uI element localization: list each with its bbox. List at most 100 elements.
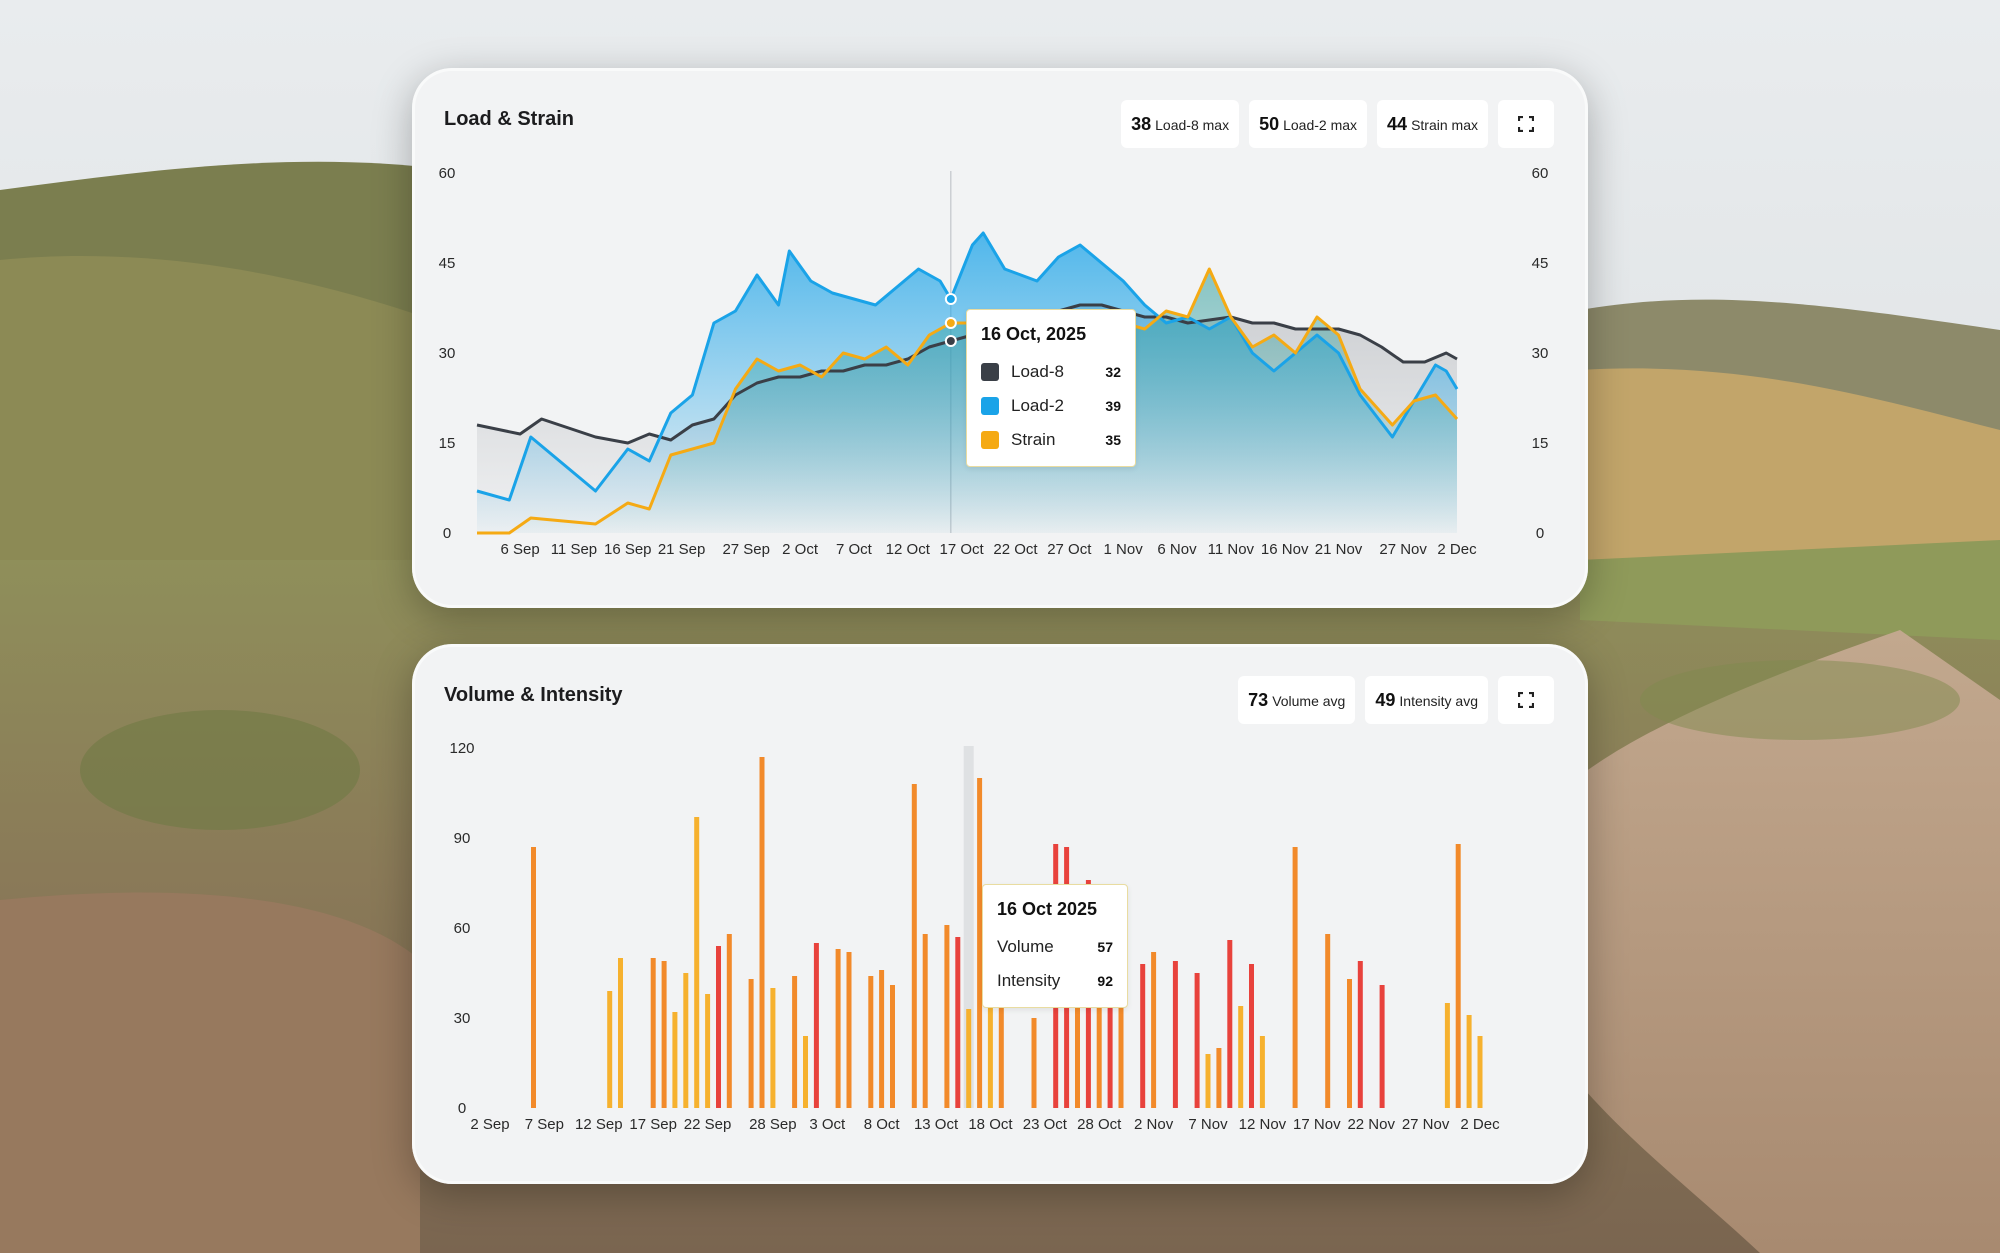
x-tick-label: 1 Nov: [1104, 541, 1144, 558]
bar: [922, 934, 928, 1108]
legend-swatch: [981, 397, 999, 415]
bar: [1096, 940, 1102, 1108]
bar: [770, 988, 776, 1108]
bar: [1172, 961, 1178, 1108]
load-strain-panel: Load & Strain 38 Load-8 max 50 Load-2 ma…: [412, 68, 1588, 608]
stat-intensity-avg: 49 Intensity avg: [1365, 676, 1488, 724]
y-tick-label: 90: [454, 830, 471, 847]
x-tick-label: 23 Oct: [1023, 1116, 1068, 1133]
tooltip-row-intensity: Intensity 92: [997, 964, 1113, 998]
bar: [1151, 952, 1157, 1108]
expand-button[interactable]: [1498, 676, 1554, 724]
hover-dot-load-2: [944, 293, 957, 305]
bar: [683, 973, 689, 1108]
tooltip-series-name: Load-8: [1011, 362, 1064, 381]
x-tick-label: 8 Oct: [864, 1116, 901, 1133]
x-tick-label: 27 Oct: [1047, 541, 1092, 558]
stat-load2-max: 50 Load-2 max: [1249, 100, 1368, 148]
bar: [1249, 964, 1254, 1108]
bar: [1194, 973, 1200, 1108]
y-tick-label-left: 45: [439, 255, 456, 272]
y-tick-label-right: 45: [1532, 255, 1549, 272]
bar: [759, 757, 765, 1108]
volume-intensity-chart: 0 30 60 90 120 2 Sep 7 Sep 12 Sep 17 Sep 22 Sep 28…: [449, 740, 1500, 1133]
stats-bar: 38 Load-8 max 50 Load-2 max 44 Strain ma…: [1121, 100, 1554, 148]
bar: [607, 991, 613, 1108]
stat-value: 44: [1387, 114, 1408, 134]
bar: [835, 949, 841, 1108]
y-tick-label-right: 15: [1532, 435, 1549, 452]
bar: [1205, 1054, 1211, 1108]
stat-load8-max: 38 Load-8 max: [1121, 100, 1240, 148]
x-tick-label: 17 Sep: [629, 1116, 677, 1133]
stat-label: Intensity avg: [1399, 693, 1478, 709]
bar: [792, 976, 798, 1108]
bar: [944, 925, 950, 1108]
x-tick-label: 17 Oct: [940, 541, 985, 558]
tooltip-row-strain: Strain 35: [981, 423, 1121, 457]
tooltip-series-name: Load-2: [1011, 396, 1064, 415]
tooltip-series-value: 57: [1097, 939, 1113, 955]
bar: [748, 979, 754, 1108]
stat-value: 38: [1131, 114, 1152, 134]
bar: [1031, 1018, 1037, 1108]
bar: [1466, 1015, 1472, 1108]
x-tick-label: 12 Nov: [1239, 1116, 1287, 1133]
x-tick-label: 22 Oct: [993, 541, 1038, 558]
y-tick-label: 30: [454, 1010, 471, 1027]
bar: [1227, 940, 1233, 1108]
bar: [705, 994, 711, 1108]
x-tick-label: 21 Sep: [658, 541, 706, 558]
stat-value: 50: [1259, 114, 1280, 134]
x-tick-label: 28 Oct: [1077, 1116, 1122, 1133]
bar: [1216, 1048, 1222, 1108]
bar: [694, 817, 700, 1108]
bar: [998, 1000, 1004, 1108]
bar: [879, 970, 885, 1108]
x-tick-label: 7 Oct: [836, 541, 873, 558]
bar: [977, 778, 983, 1108]
legend-swatch: [981, 431, 999, 449]
x-tick-label: 6 Nov: [1157, 541, 1197, 558]
bar: [966, 1009, 972, 1108]
tooltip-series-value: 92: [1097, 973, 1113, 989]
y-tick-label-right: 0: [1536, 525, 1544, 542]
bar: [661, 961, 667, 1108]
bar: [1238, 1006, 1244, 1108]
x-tick-label: 13 Oct: [914, 1116, 959, 1133]
tooltip-row-volume: Volume 57: [997, 930, 1113, 964]
bar: [1347, 979, 1352, 1108]
x-tick-label: 2 Nov: [1134, 1116, 1174, 1133]
line-load-2: [476, 231, 1459, 502]
hover-band: [963, 746, 974, 1108]
stat-label: Volume avg: [1272, 693, 1346, 709]
bar: [1107, 958, 1113, 1108]
x-tick-label: 12 Oct: [886, 541, 931, 558]
chart-tooltip: 16 Oct 2025 Volume 57 Intensity 92: [982, 884, 1128, 1008]
y-tick-label: 0: [458, 1100, 466, 1117]
expand-button[interactable]: [1498, 100, 1554, 148]
x-tick-label: 11 Nov: [1208, 541, 1255, 558]
tooltip-date: 16 Oct, 2025: [981, 324, 1087, 344]
bar: [1140, 964, 1146, 1108]
expand-icon: [1518, 116, 1534, 132]
bar: [716, 946, 721, 1108]
y-tick-label: 120: [449, 740, 474, 757]
y-tick-label-left: 15: [439, 435, 456, 452]
bar: [955, 937, 961, 1108]
y-tick-label-left: 30: [439, 345, 456, 362]
bar: [1477, 1036, 1483, 1108]
expand-icon: [1518, 692, 1534, 708]
x-tick-label: 6 Sep: [500, 541, 539, 558]
bar: [813, 943, 819, 1108]
stat-value: 49: [1375, 690, 1396, 710]
tooltip-series-value: 35: [1105, 432, 1121, 448]
bar: [846, 952, 852, 1108]
x-tick-label: 7 Sep: [525, 1116, 564, 1133]
x-tick-label: 7 Nov: [1188, 1116, 1228, 1133]
bar: [618, 958, 623, 1108]
x-tick-label: 2 Dec: [1460, 1116, 1500, 1133]
tooltip-row-load8: Load-8 32: [981, 355, 1121, 389]
volume-intensity-panel: Volume & Intensity 73 Volume avg 49 Inte…: [412, 644, 1588, 1184]
x-tick-label: 3 Oct: [809, 1116, 846, 1133]
